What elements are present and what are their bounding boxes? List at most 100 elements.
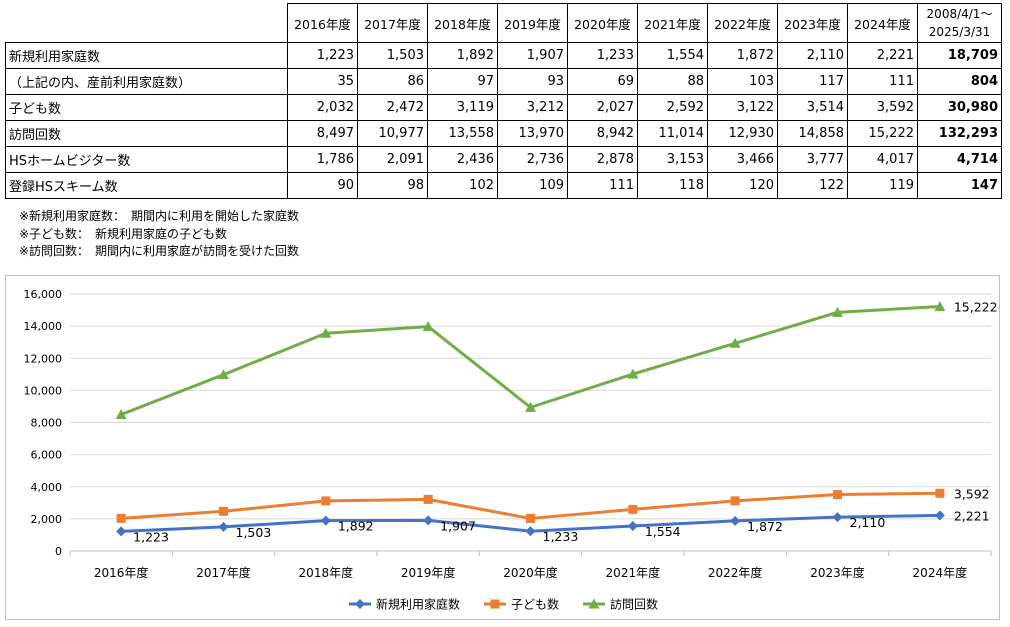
data-label: 2,221	[954, 508, 990, 523]
table-header-row: 2016年度 2017年度 2018年度 2019年度 2020年度 2021年度 2022…	[5, 3, 1002, 43]
table-cell: 8,942	[567, 120, 638, 147]
x-tick-label: 2020年度	[503, 565, 558, 580]
x-tick-label: 2022年度	[708, 565, 763, 580]
table-cell: 88	[637, 68, 708, 95]
table-cell: 4,017	[847, 146, 918, 173]
column-header: 2024年度	[847, 3, 918, 43]
table-cell: 98	[357, 172, 428, 199]
data-label: 1,223	[133, 529, 169, 544]
total-cell: 30,980	[917, 94, 1002, 121]
y-tick-label: 0	[55, 545, 62, 558]
table-row: HSホームビジター数 1,786 2,091 2,436 2,736 2,878 3,153…	[5, 146, 1002, 173]
table-cell: 86	[357, 68, 428, 95]
table-cell: 12,930	[707, 120, 778, 147]
table-cell: 13,970	[497, 120, 568, 147]
note: ※新規利用家庭数： 期間内に利用を開始した家庭数	[19, 209, 300, 223]
table-cell: 3,122	[707, 94, 778, 121]
data-label: 15,222	[954, 299, 998, 314]
data-point	[219, 506, 228, 516]
table-cell: 3,212	[497, 94, 568, 121]
table-cell: 97	[427, 68, 498, 95]
table-row: （上記の内、産前利用家庭数） 35 86 97 93 69 88 103 117 111 804	[5, 68, 1002, 95]
data-point	[423, 515, 434, 526]
data-label: 1,907	[440, 518, 476, 533]
data-label: 3,592	[954, 486, 990, 501]
data-point	[627, 521, 638, 532]
table-body: 2016年度 2017年度 2018年度 2019年度 2020年度 2021年度 2022…	[5, 3, 1002, 199]
data-label: 1,554	[645, 524, 681, 539]
table-cell: 1,892	[427, 42, 498, 69]
legend-marker	[588, 598, 600, 609]
y-tick-label: 4,000	[31, 481, 63, 494]
table-cell: 1,907	[497, 42, 568, 69]
column-header: 2021年度	[637, 3, 708, 43]
table-cell: 2,472	[357, 94, 428, 121]
data-point	[218, 369, 229, 380]
notes: ※新規利用家庭数： 期間内に利用を開始した家庭数 ※子ども数： 新規利用家庭の子…	[19, 208, 299, 261]
x-tick-label: 2017年度	[196, 565, 251, 580]
table-cell: 111	[847, 68, 918, 95]
data-point	[320, 327, 332, 338]
data-point	[115, 409, 127, 420]
table-cell: 8,497	[287, 120, 358, 147]
column-header: 2017年度	[357, 3, 428, 43]
table-cell: 93	[497, 68, 568, 95]
y-tick-label: 2,000	[31, 513, 63, 526]
table-cell: 103	[707, 68, 778, 95]
data-point	[116, 513, 126, 523]
row-label: （上記の内、産前利用家庭数）	[5, 68, 288, 95]
data-point	[934, 510, 945, 521]
period-header: 2008/4/1～ 2025/3/31	[917, 3, 1002, 43]
data-point	[832, 306, 843, 317]
table-cell: 3,466	[707, 146, 778, 173]
table-row: 訪問回数 8,497 10,977 13,558 13,970 8,942 11,014 12…	[5, 120, 1002, 147]
data-point	[525, 401, 536, 412]
data-point	[422, 321, 434, 332]
table-cell: 1,786	[287, 146, 358, 173]
table-cell: 13,558	[427, 120, 498, 147]
table-cell: 14,858	[777, 120, 848, 147]
y-tick-label: 16,000	[24, 288, 63, 301]
total-cell: 132,293	[917, 120, 1002, 147]
legend-label: 訪問回数	[610, 597, 658, 612]
column-header: 2016年度	[287, 3, 358, 43]
row-label: 新規利用家庭数	[5, 42, 288, 69]
line-chart: 0 2,000 4,000 6,000 8,000 10,000 12,000 14,000 1…	[24, 288, 998, 612]
table-cell: 119	[847, 172, 918, 199]
table-cell: 120	[707, 172, 778, 199]
table-cell: 3,119	[427, 94, 498, 121]
x-tick-label: 2021年度	[606, 565, 661, 580]
row-label: 訪問回数	[5, 120, 288, 147]
table-cell: 2,032	[287, 94, 358, 121]
data-point	[833, 490, 842, 500]
y-tick-label: 8,000	[31, 417, 63, 430]
row-label: 登録HSスキーム数	[5, 172, 288, 199]
x-tick-label: 2016年度	[94, 565, 149, 580]
column-header: 2018年度	[427, 3, 498, 43]
table-cell: 11,014	[637, 120, 708, 147]
x-tick-label: 2024年度	[913, 565, 968, 580]
column-header: 2019年度	[497, 3, 568, 43]
legend-marker	[490, 599, 500, 609]
x-tick-label: 2018年度	[299, 565, 354, 580]
data-label: 1,872	[747, 519, 783, 534]
table-cell: 15,222	[847, 120, 918, 147]
y-tick-label: 6,000	[31, 449, 63, 462]
data-point	[628, 504, 638, 514]
data-label: 1,892	[338, 519, 374, 534]
table-cell: 118	[637, 172, 708, 199]
y-tick-label: 14,000	[24, 320, 63, 333]
table-cell: 2,736	[497, 146, 568, 173]
x-tick-label: 2023年度	[810, 565, 865, 580]
table-cell: 1,223	[287, 42, 358, 69]
note: ※訪問回数： 期間内に利用家庭が訪問を受けた回数	[19, 244, 300, 258]
table-cell: 2,027	[567, 94, 638, 121]
data-point	[321, 496, 331, 506]
data-point	[116, 526, 127, 537]
total-cell: 147	[917, 172, 1002, 199]
column-header: 2023年度	[777, 3, 848, 43]
data-point	[730, 496, 740, 506]
data-point	[934, 300, 946, 311]
table-cell: 2,091	[357, 146, 428, 173]
row-label: HSホームビジター数	[5, 146, 288, 173]
